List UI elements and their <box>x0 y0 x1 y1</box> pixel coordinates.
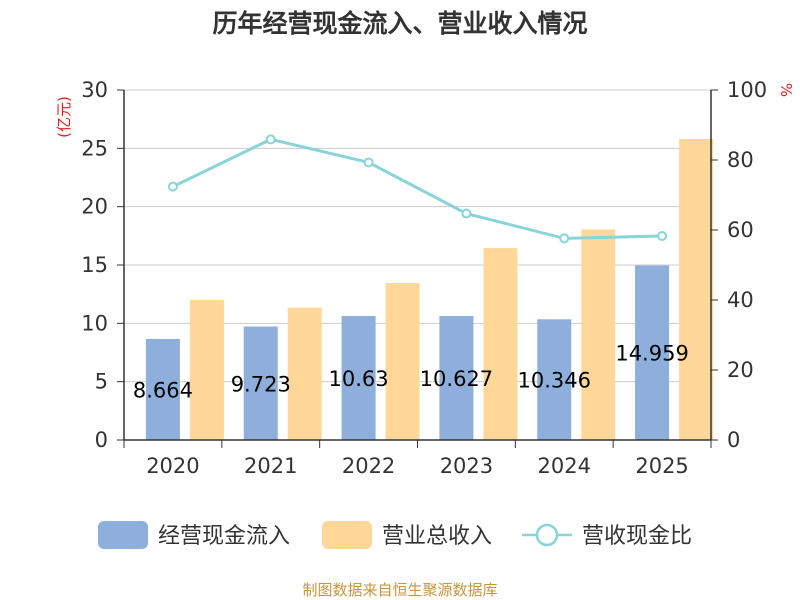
ratio-point <box>167 181 178 192</box>
legend-label: 营业总收入 <box>382 524 492 549</box>
data-label: 9.723 <box>231 372 291 396</box>
right-axis-tick-label: 20 <box>727 358 754 382</box>
right-axis-tick-label: 0 <box>727 428 740 452</box>
legend-swatch <box>98 521 148 549</box>
ratio-point <box>461 208 472 219</box>
bar <box>243 326 278 440</box>
right-axis-unit: % <box>777 83 795 97</box>
right-axis-tick-label: 80 <box>727 148 754 172</box>
x-axis-tick-label: 2021 <box>244 454 297 478</box>
left-axis-tick-label: 30 <box>81 78 108 102</box>
ratio-point <box>363 157 374 168</box>
left-axis-tick-label: 20 <box>81 195 108 219</box>
right-axis-tick-label: 100 <box>727 78 767 102</box>
bar <box>287 307 322 440</box>
data-label: 14.959 <box>615 342 688 366</box>
data-label: 10.627 <box>420 367 493 391</box>
ratio-point <box>559 233 570 244</box>
bar <box>537 319 572 440</box>
bar <box>679 139 714 440</box>
x-axis-tick-label: 2020 <box>146 454 199 478</box>
source-note: 制图数据来自恒生聚源数据库 <box>302 581 497 599</box>
bar <box>635 265 670 440</box>
left-axis-tick-label: 0 <box>95 428 108 452</box>
bar <box>581 229 616 440</box>
right-axis-tick-label: 60 <box>727 218 754 242</box>
ratio-line <box>172 137 663 240</box>
data-label: 8.664 <box>133 378 193 402</box>
data-label: 10.63 <box>329 367 389 391</box>
data-label: 10.346 <box>518 369 591 393</box>
right-axis-tick-label: 40 <box>727 288 754 312</box>
left-axis-tick-label: 10 <box>81 311 108 335</box>
chart-title: 历年经营现金流入、营业收入情况 <box>212 9 587 38</box>
legend-label: 营收现金比 <box>582 524 692 549</box>
left-axis-tick-label: 25 <box>81 136 108 160</box>
bar <box>189 300 224 440</box>
left-axis-unit: (亿元) <box>55 96 73 138</box>
bar <box>385 283 420 440</box>
bar <box>439 316 474 440</box>
legend-swatch <box>322 521 372 549</box>
left-axis-tick-label: 15 <box>81 253 108 277</box>
x-axis-tick-label: 2024 <box>538 454 591 478</box>
x-axis-tick-label: 2022 <box>342 454 395 478</box>
bar <box>145 338 180 440</box>
x-axis-tick-label: 2025 <box>635 454 688 478</box>
left-axis-tick-label: 5 <box>95 370 108 394</box>
ratio-point <box>265 134 276 145</box>
bar <box>483 248 518 440</box>
legend-marker <box>535 523 559 547</box>
legend-label: 经营现金流入 <box>158 524 290 549</box>
bar <box>341 315 376 440</box>
ratio-point <box>657 230 668 241</box>
x-axis-tick-label: 2023 <box>440 454 493 478</box>
